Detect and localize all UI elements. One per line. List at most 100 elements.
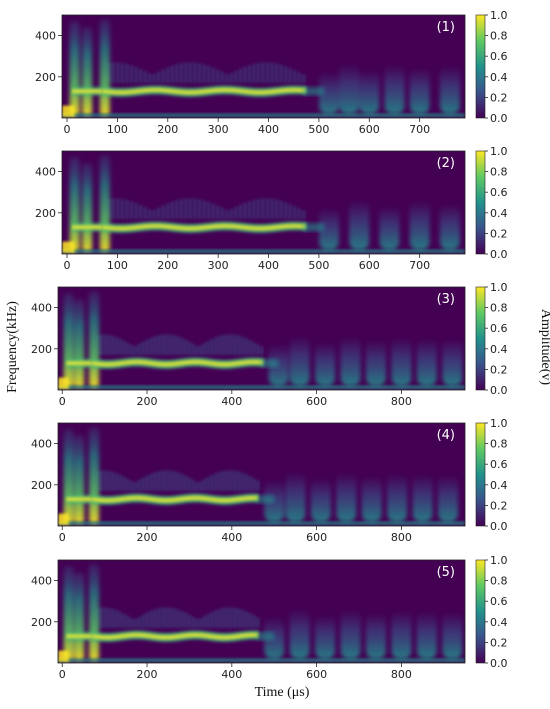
ridge-segment — [217, 220, 221, 232]
ridge-segment — [125, 492, 129, 505]
x-tick-label: 500 — [308, 259, 329, 272]
ridge-segment — [152, 493, 156, 506]
ridge-segment — [95, 493, 99, 506]
texture-streak — [244, 338, 248, 355]
x-tick-label: 100 — [107, 123, 128, 136]
ridge-segment — [178, 357, 182, 370]
texture-streak — [122, 340, 126, 355]
burst-blob — [442, 339, 463, 386]
ridge-segment — [107, 494, 110, 507]
ridge-segment — [125, 629, 129, 642]
y-tick-label: 400 — [31, 438, 52, 451]
colorbar-tick-label: 0.6 — [490, 595, 508, 608]
ridge-segment — [194, 86, 199, 99]
ridge-segment — [231, 220, 235, 233]
ridge-segment — [154, 494, 158, 506]
texture-streak — [143, 70, 147, 83]
ridge-segment — [249, 86, 253, 98]
texture-streak — [284, 202, 288, 219]
burst-blob — [349, 200, 370, 250]
panel-2: (2) 0 100 200 300 400 500 600 700 200 400 0.0 0.2 0.4… — [35, 145, 508, 272]
late-bursts — [264, 472, 459, 522]
ridge-segment — [223, 220, 227, 232]
colorbar-tick-label: 0.4 — [490, 616, 508, 629]
texture-streak — [164, 607, 168, 628]
colorbar-tick-label: 0.0 — [490, 657, 508, 670]
ridge-segment — [183, 629, 187, 642]
ridge-segment — [115, 631, 119, 643]
texture-streak — [206, 613, 210, 628]
burst-blob — [359, 70, 380, 114]
texture-streak — [172, 335, 176, 355]
texture-streak — [168, 470, 172, 491]
early-burst — [99, 19, 110, 116]
texture-streak — [149, 337, 153, 355]
ridge-segment — [188, 356, 192, 368]
ridge-band — [102, 220, 307, 235]
texture-streak — [134, 481, 138, 491]
ridge-segment — [253, 356, 256, 368]
ridge-segment — [154, 220, 158, 232]
texture-streak — [125, 63, 129, 83]
ridge-segment — [180, 630, 183, 642]
burst-blob — [379, 206, 400, 250]
texture-streak — [225, 210, 229, 219]
ridge-segment — [136, 492, 139, 504]
ridge-segment — [106, 85, 110, 98]
ridge-segment — [129, 629, 132, 642]
y-tick-label: 200 — [31, 616, 52, 629]
texture-streak — [115, 337, 119, 355]
ridge-segment — [205, 357, 209, 369]
ridge-segment — [233, 220, 237, 233]
ridge-segment — [162, 220, 166, 233]
texture-streak — [179, 63, 183, 83]
burst-blob — [391, 338, 412, 386]
ridge-segment — [271, 221, 275, 234]
colorbar-tick-label: 0.2 — [490, 499, 508, 512]
ridge-segment — [175, 358, 178, 370]
ridge-segment — [139, 356, 143, 368]
ridge-segment — [249, 492, 253, 504]
texture-streak — [111, 62, 115, 83]
early-burst — [74, 572, 85, 661]
ridge-segment — [122, 493, 126, 505]
colorbar-tick-label: 0.8 — [490, 302, 508, 315]
texture-streak — [243, 66, 247, 83]
ridge-segment — [183, 356, 187, 369]
ridge-segment — [168, 494, 171, 507]
texture-streak — [206, 476, 210, 491]
texture-streak — [116, 62, 120, 83]
ridge-segment — [229, 84, 233, 96]
texture-streak — [206, 340, 210, 355]
ridge-segment — [239, 357, 243, 369]
ridge-segment — [258, 356, 261, 368]
high-frequency-texture — [96, 607, 260, 628]
ridge-segment — [241, 85, 245, 98]
ridge-segment — [217, 358, 221, 370]
ridge-segment — [115, 358, 119, 370]
ridge-segment — [287, 84, 291, 96]
ridge-segment — [171, 358, 175, 370]
ridge-segment — [168, 85, 172, 97]
ridge-segment — [191, 629, 195, 641]
ridge-segment — [193, 492, 197, 504]
ridge-segment — [225, 358, 229, 371]
ridge-segment — [178, 86, 182, 98]
texture-streak — [238, 204, 242, 219]
ridge-segment — [120, 86, 124, 99]
ridge-segment — [156, 631, 160, 643]
ridge-segment — [205, 493, 209, 505]
ridge-segment — [112, 222, 116, 234]
texture-streak — [244, 611, 248, 628]
ridge-segment — [192, 86, 196, 99]
ridge-segment — [186, 492, 190, 505]
ridge-segment — [183, 492, 187, 505]
texture-streak — [247, 201, 251, 219]
ridge-segment — [237, 85, 241, 97]
ridge-segment — [136, 221, 140, 234]
texture-streak — [198, 199, 202, 219]
ridge-segment — [141, 492, 144, 504]
ridge-segment — [181, 493, 185, 505]
ridge-segment — [146, 84, 150, 97]
ridge-segment — [185, 492, 188, 505]
